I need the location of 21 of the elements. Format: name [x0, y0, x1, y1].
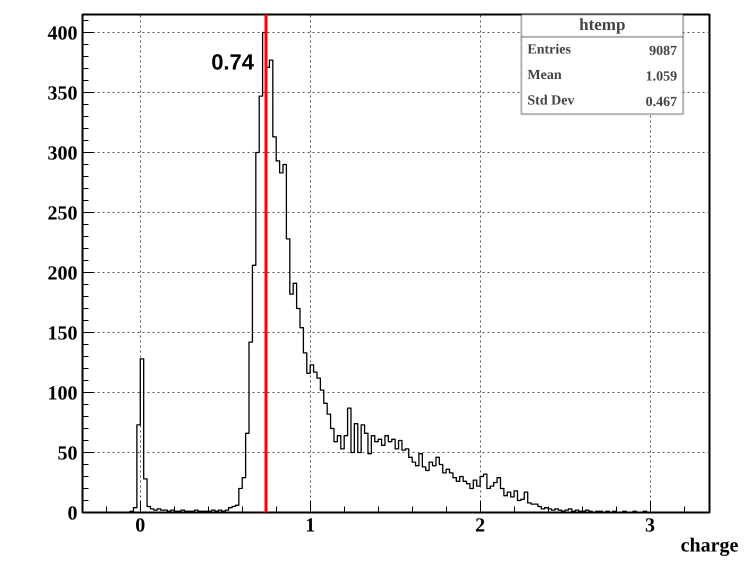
annotation: htemp [579, 14, 626, 34]
annotation: Entries [527, 42, 572, 58]
y-tick-label: 400 [48, 22, 78, 44]
y-tick-label: 350 [48, 82, 78, 104]
y-tick-label: 300 [48, 142, 78, 164]
annotation: 0.467 [646, 95, 678, 110]
x-tick-label: 2 [475, 514, 486, 536]
annotation: 1.059 [646, 70, 678, 85]
ref-line-label: 0.74 [211, 49, 255, 74]
y-tick-label: 200 [48, 262, 78, 284]
annotation: Std Dev [527, 94, 574, 109]
annotation: Mean [527, 68, 562, 84]
y-tick-label: 100 [48, 382, 78, 404]
x-tick-label: 0 [135, 514, 146, 536]
y-tick-label: 150 [48, 322, 78, 344]
x-tick-label: 1 [305, 514, 316, 536]
y-tick-label: 250 [48, 202, 78, 224]
x-tick-label: 3 [645, 514, 656, 536]
annotation: 9087 [649, 44, 678, 59]
x-axis-title: charge [680, 534, 738, 556]
y-tick-label: 50 [58, 442, 78, 464]
